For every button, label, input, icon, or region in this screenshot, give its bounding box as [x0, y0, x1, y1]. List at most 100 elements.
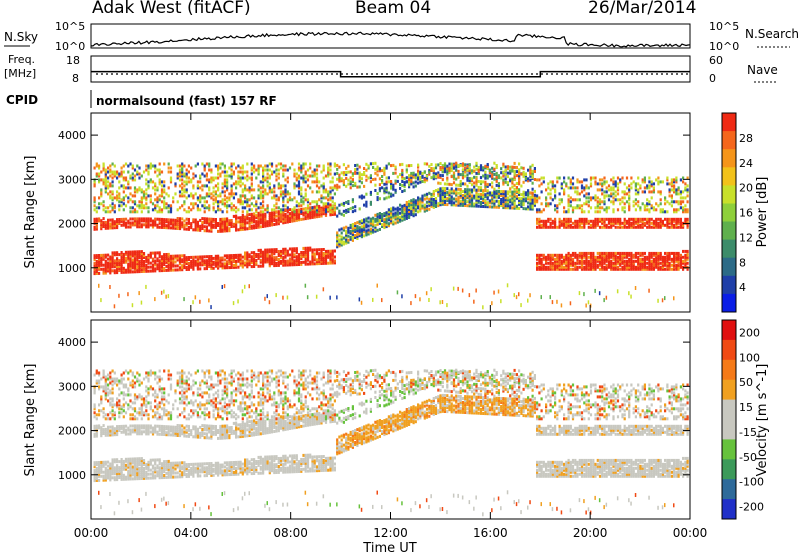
- scatter-cell: [140, 223, 143, 227]
- scatter-cell: [306, 256, 310, 260]
- scatter-cell: [295, 255, 298, 259]
- scatter-cell: [113, 172, 116, 176]
- scatter-cell: [113, 220, 116, 224]
- scatter-cell: [495, 175, 498, 179]
- scatter-cell: [107, 269, 110, 273]
- scatter-cell: [190, 202, 193, 206]
- scatter-cell: [392, 206, 395, 210]
- scatter-cell: [172, 262, 175, 266]
- scatter-cell: [333, 184, 336, 188]
- scatter-cell: [136, 164, 139, 168]
- scatter-cell: [104, 267, 107, 271]
- scatter-cell: [160, 190, 164, 194]
- scatter-cell: [511, 177, 514, 181]
- scatter-cell: [93, 403, 96, 407]
- scatter-cell: [580, 257, 584, 261]
- scatter-cell: [253, 166, 256, 170]
- scatter-cell: [223, 221, 226, 225]
- scatter-cell: [154, 184, 157, 188]
- scatter-cell: [601, 253, 604, 257]
- scatter-cell: [468, 202, 471, 206]
- scatter-cell: [598, 198, 602, 202]
- scatter-cell: [133, 254, 137, 258]
- scatter-cell: [109, 224, 112, 228]
- scatter-cell: [479, 192, 483, 196]
- scatter-cell: [156, 259, 159, 263]
- scatter-cell: [383, 168, 386, 172]
- noise-tick-top-right: 10^5: [709, 20, 739, 33]
- scatter-cell: [282, 251, 285, 255]
- scatter-cell: [387, 162, 390, 166]
- scatter-cell: [646, 202, 649, 206]
- scatter-cell: [320, 258, 323, 262]
- scatter-cell: [255, 200, 258, 204]
- scatter-cell: [410, 203, 413, 207]
- scatter-cell: [275, 214, 278, 218]
- scatter-cell: [331, 261, 334, 265]
- scatter-cell: [527, 205, 530, 209]
- scatter-cell: [304, 208, 307, 212]
- scatter-cell: [199, 174, 202, 178]
- scatter-cell: [610, 221, 613, 225]
- scatter-cell: [291, 211, 294, 215]
- scatter-cell: [569, 225, 572, 229]
- scatter-cell: [102, 389, 105, 393]
- scatter-cell: [637, 255, 640, 259]
- scatter-cell: [104, 393, 107, 397]
- scatter-cell: [102, 478, 105, 482]
- scatter-cell: [297, 204, 301, 208]
- scatter-cell: [156, 196, 159, 200]
- scatter-cell: [652, 251, 655, 255]
- scatter-cell: [163, 218, 166, 222]
- scatter-cell: [102, 371, 105, 375]
- scatter-cell: [612, 221, 615, 225]
- scatter-cell: [181, 174, 184, 178]
- scatter-cell: [580, 204, 584, 208]
- scatter-cell: [342, 228, 345, 232]
- scatter-cell: [250, 251, 253, 255]
- scatter-cell: [450, 199, 453, 203]
- scatter-cell: [100, 474, 103, 478]
- scatter-cell: [452, 171, 456, 175]
- scatter-cell: [372, 230, 375, 234]
- scatter-cell: [293, 172, 296, 176]
- scatter-cell: [228, 204, 231, 208]
- scatter-cell: [140, 300, 143, 305]
- scatter-cell: [628, 198, 631, 202]
- scatter-cell: [500, 204, 503, 207]
- scatter-cell: [616, 186, 620, 190]
- scatter-cell: [149, 164, 152, 168]
- scatter-cell: [241, 225, 244, 229]
- scatter-cell: [232, 214, 235, 218]
- scatter-cell: [686, 200, 689, 204]
- scatter-cell: [120, 170, 123, 174]
- scatter-cell: [643, 223, 646, 227]
- scatter-cell: [111, 172, 114, 176]
- scatter-cell: [266, 222, 269, 226]
- scatter-cell: [524, 199, 527, 203]
- scatter-cell: [531, 175, 534, 179]
- scatter-cell: [565, 267, 568, 271]
- scatter-cell: [652, 223, 655, 227]
- scatter-cell: [518, 202, 521, 206]
- scatter-cell: [255, 259, 258, 262]
- scatter-cell: [551, 225, 554, 229]
- scatter-cell: [646, 186, 649, 190]
- scatter-cell: [464, 202, 467, 205]
- scatter-cell: [248, 217, 251, 221]
- scatter-cell: [603, 225, 606, 229]
- scatter-cell: [297, 176, 301, 180]
- scatter-cell: [504, 196, 507, 200]
- scatter-cell: [369, 174, 372, 178]
- scatter-cell: [673, 190, 676, 194]
- scatter-cell: [646, 225, 649, 229]
- scatter-cell: [199, 208, 202, 212]
- scatter-cell: [450, 169, 453, 173]
- scatter-cell: [246, 227, 249, 231]
- scatter-cell: [129, 186, 132, 190]
- scatter-cell: [605, 186, 608, 190]
- scatter-cell: [360, 177, 363, 181]
- scatter-cell: [156, 263, 159, 267]
- scatter-cell: [378, 189, 381, 193]
- scatter-cell: [378, 187, 381, 191]
